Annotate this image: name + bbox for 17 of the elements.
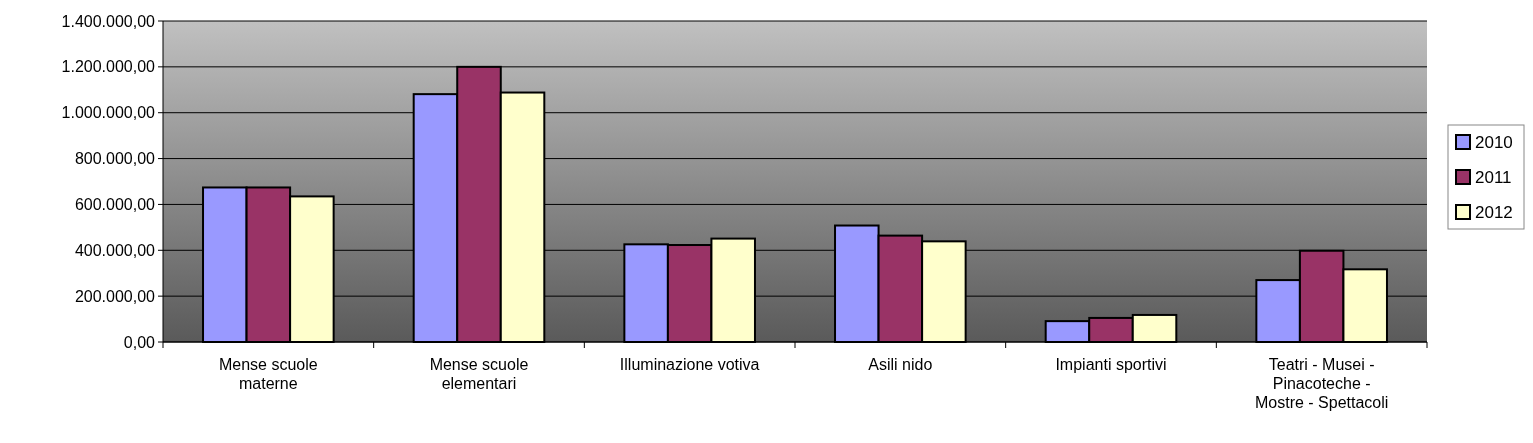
legend-label: 2010: [1475, 132, 1513, 152]
y-tick-label: 400.000,00: [74, 241, 156, 259]
x-tick-label: Illuminazione votiva: [619, 356, 760, 373]
y-tick-label: 800.000,00: [74, 150, 156, 168]
legend-label: 2011: [1475, 167, 1512, 187]
x-tick-label: Mense scuole materne: [218, 356, 318, 392]
y-tick-label: 1.200.000,00: [61, 58, 156, 76]
x-tick-label: Asili nido: [868, 356, 933, 373]
legend-label: 2012: [1475, 202, 1513, 222]
y-tick-label: 600.000,00: [74, 196, 156, 214]
y-tick-label: 0,00: [123, 333, 156, 351]
x-tick-label: Mense scuole elementari: [429, 356, 529, 392]
x-tick-label: Teatri - Musei - Pinacoteche - Mostre - Spettacoli: [1254, 356, 1389, 411]
y-tick-label: 1.000.000,00: [61, 104, 156, 122]
x-tick-label: Impianti sportivi: [1055, 356, 1167, 373]
y-tick-label: 200.000,00: [74, 287, 156, 305]
y-tick-label: 1.400.000,00: [61, 12, 156, 30]
